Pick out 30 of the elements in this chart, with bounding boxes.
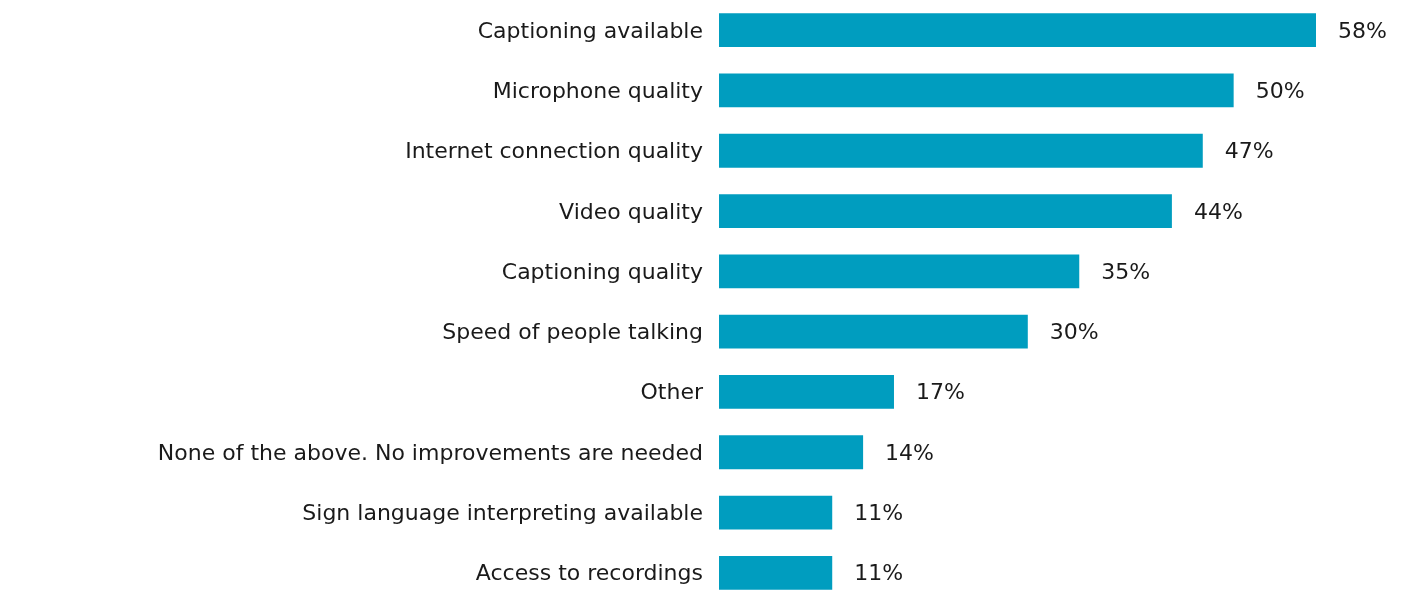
data-label: 58% <box>1338 17 1387 43</box>
bar <box>719 13 1316 48</box>
bar <box>719 133 1203 168</box>
data-label: 30% <box>1049 319 1099 345</box>
data-label: 35% <box>1101 258 1151 284</box>
y-tick-label: None of the above. No improvements are needed <box>157 439 703 465</box>
bar <box>719 555 833 590</box>
data-label: 14% <box>885 439 935 465</box>
y-tick-label: Access to recordings <box>475 560 703 586</box>
data-label: 44% <box>1193 198 1243 224</box>
y-tick-label: Internet connection quality <box>405 138 703 164</box>
data-label: 11% <box>854 500 904 526</box>
bar <box>719 435 864 470</box>
y-tick-label: Video quality <box>559 198 703 224</box>
bar <box>719 495 833 530</box>
bar <box>719 73 1234 108</box>
bar <box>719 254 1080 289</box>
y-tick-label: Speed of people talking <box>442 319 703 345</box>
bar <box>719 194 1172 228</box>
y-tick-label: Captioning available <box>477 17 703 43</box>
y-tick-label: Captioning quality <box>501 258 703 284</box>
y-tick-label: Microphone quality <box>492 77 703 103</box>
y-tick-label: Sign language interpreting available <box>302 500 703 526</box>
data-label: 11% <box>854 560 904 586</box>
y-tick-label: Other <box>640 379 704 405</box>
data-label: 17% <box>915 379 965 405</box>
bar <box>719 375 894 409</box>
data-label: 50% <box>1255 77 1305 103</box>
bar <box>719 314 1028 349</box>
data-label: 47% <box>1224 138 1274 164</box>
